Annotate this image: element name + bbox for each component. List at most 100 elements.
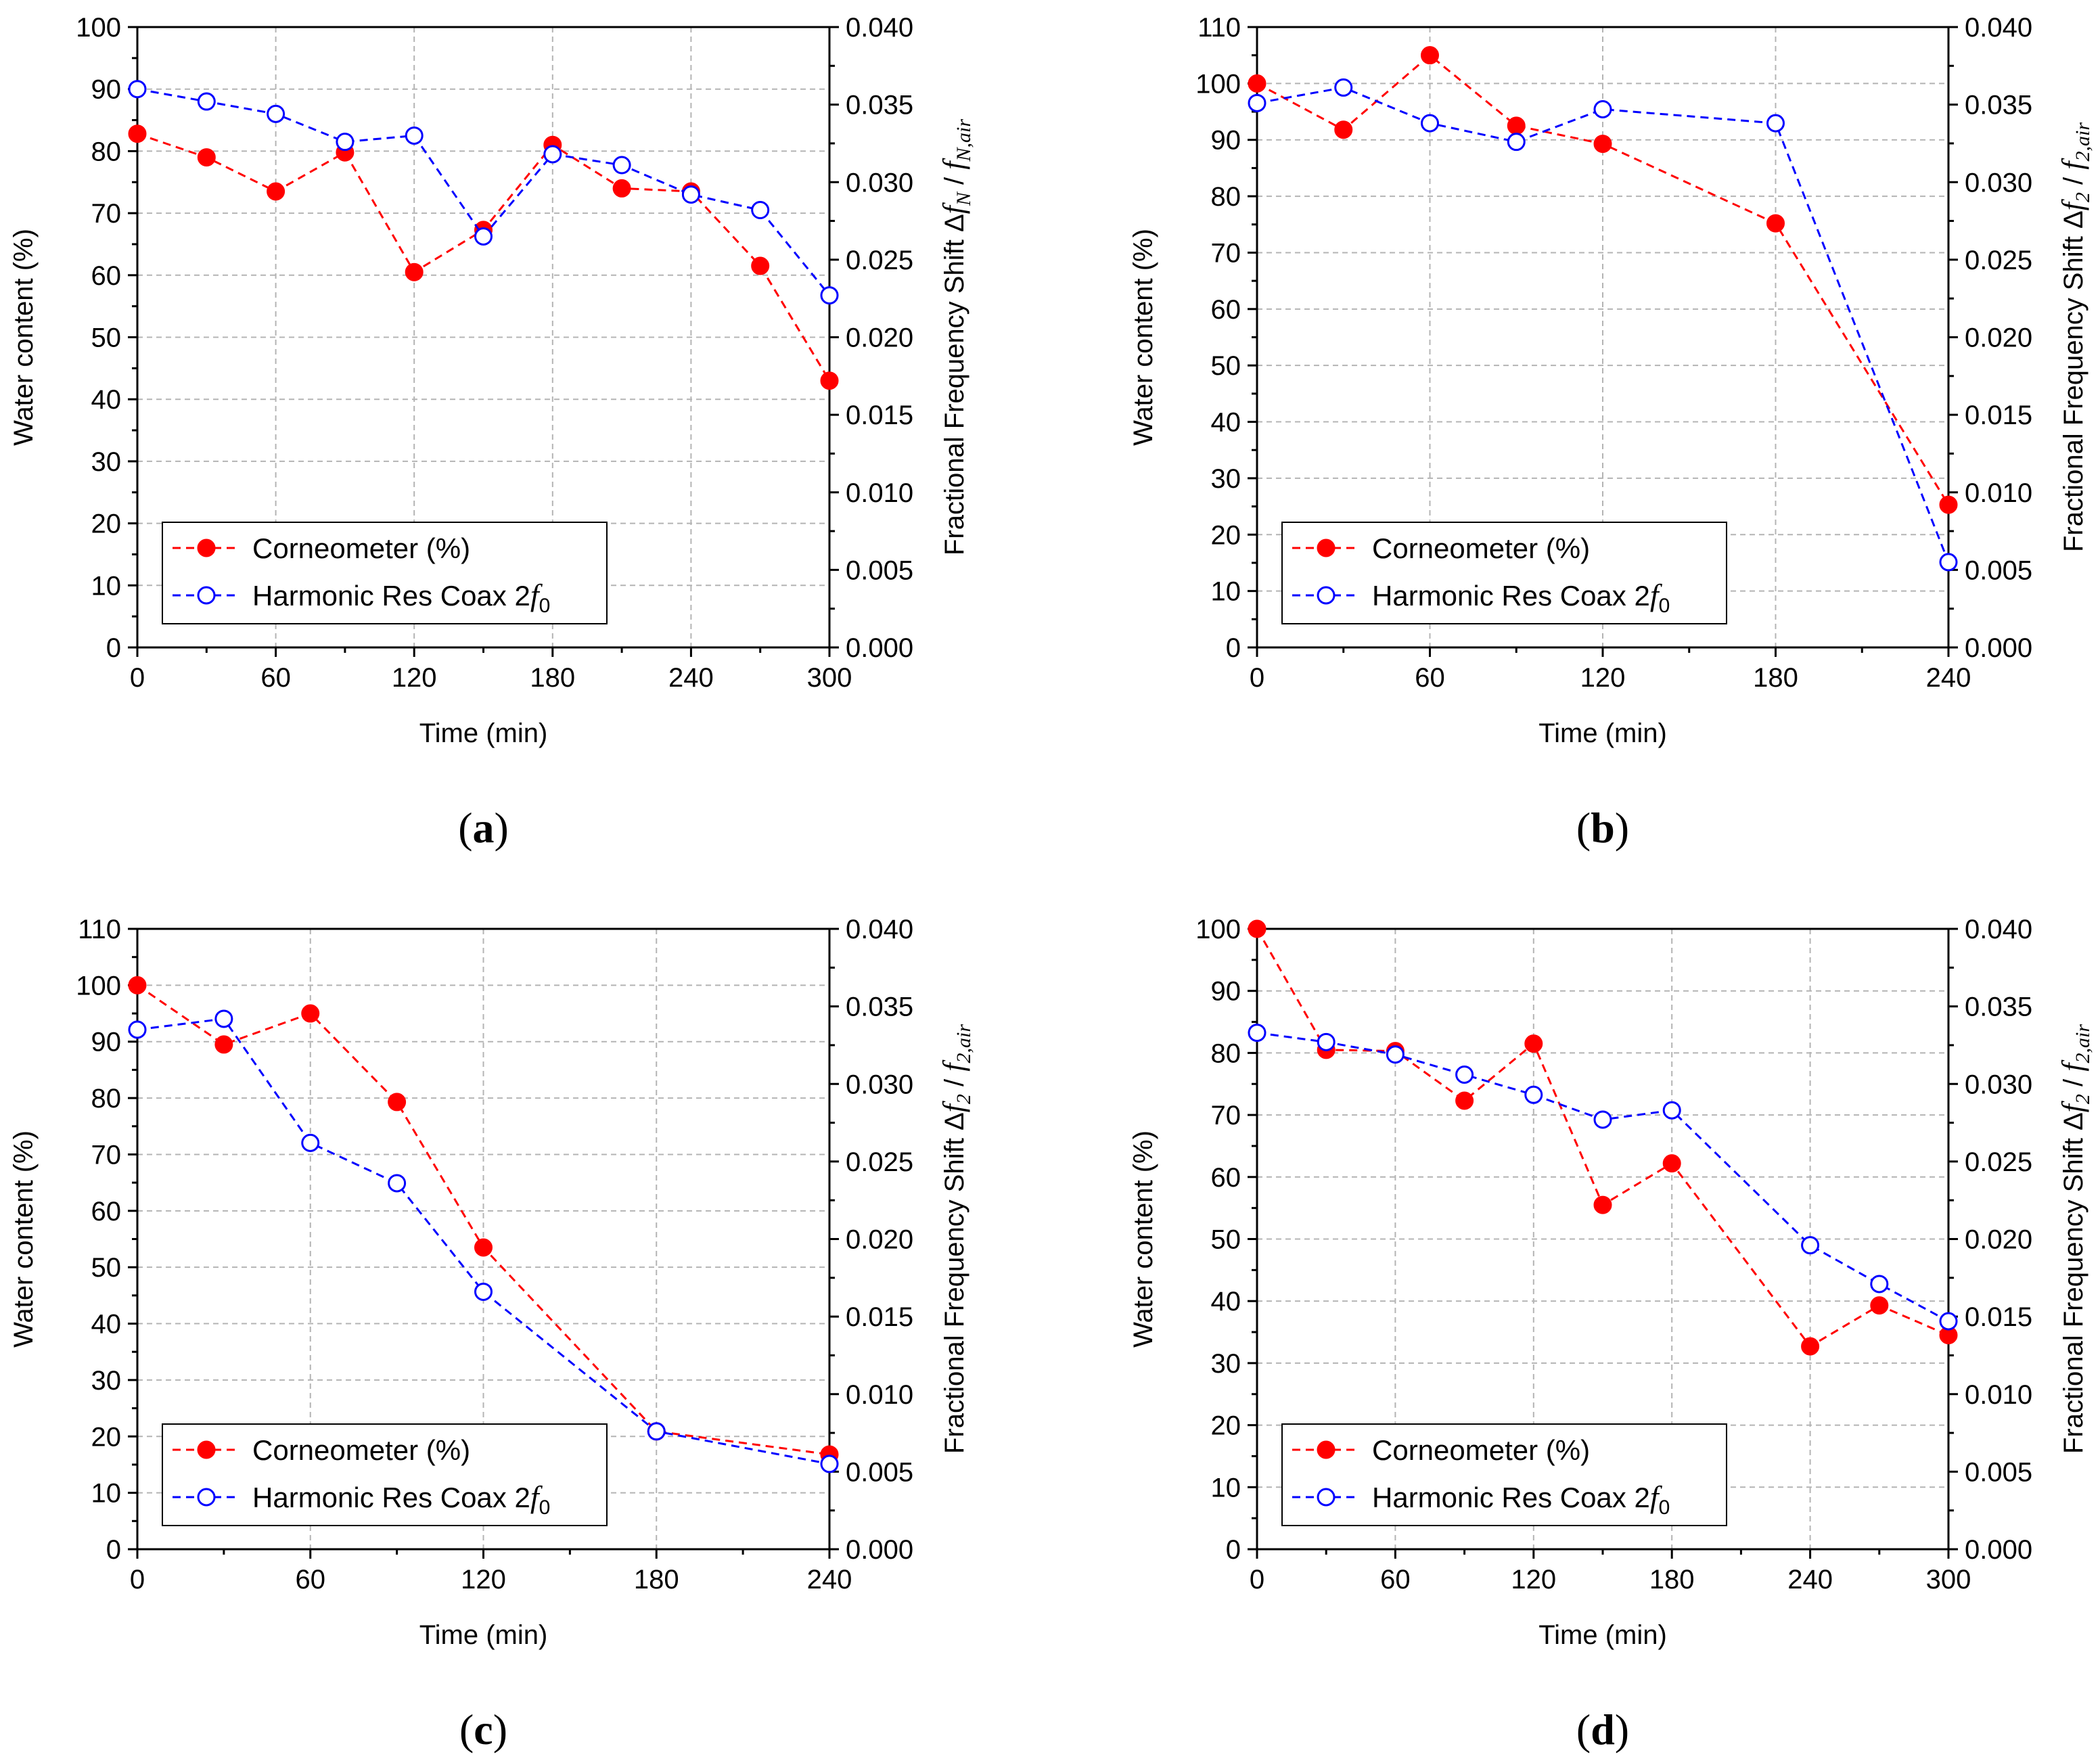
chart-a-x-tick-label: 120 (392, 663, 437, 693)
chart-c-panel-label: (c) (459, 1705, 507, 1754)
chart-d-corneometer-point (1801, 1337, 1820, 1356)
chart-d-harmonic-point (1317, 1032, 1336, 1051)
chart-b-y-tick-label: 0 (1226, 633, 1241, 663)
chart-b-harmonic-point (1248, 93, 1266, 112)
chart-c-panel: 0 60 120 180 240 0 10 20 30 40 50 60 70 80 90 100 110 0.0… (9, 915, 975, 1754)
chart-d-y-tick-label: 20 (1211, 1411, 1241, 1441)
chart-a-y-tick-label: 0 (106, 633, 121, 663)
chart-a-y-axis-title: Water content (%) (9, 229, 39, 446)
chart-d-y-tick-label: 0 (1226, 1535, 1241, 1565)
chart-d-y2-tick-label: 0.000 (1965, 1535, 2032, 1565)
chart-d-y2-tick-label: 0.030 (1965, 1070, 2032, 1099)
chart-d-x-tick-label: 0 (1250, 1565, 1264, 1595)
chart-d-harmonic-point (1593, 1110, 1612, 1129)
chart-b-legend-corneometer-marker (1317, 539, 1336, 557)
chart-c-harmonic-point (301, 1133, 320, 1152)
chart-a-harmonic-point (543, 145, 562, 164)
chart-d-corneometer-point (1662, 1154, 1681, 1173)
chart-d-x-tick-label: 180 (1649, 1565, 1695, 1595)
chart-d-y2-tick-label: 0.010 (1965, 1380, 2032, 1410)
chart-b-harmonic-point (1766, 114, 1785, 133)
chart-d-y2-tick-label: 0.025 (1965, 1147, 2032, 1177)
chart-c-y-tick-label: 60 (91, 1197, 122, 1227)
chart-b-y-tick-label: 50 (1211, 351, 1241, 381)
chart-d-y-tick-label: 60 (1211, 1163, 1241, 1193)
chart-b-y-tick-label: 110 (1197, 13, 1241, 43)
chart-d-x-tick-label: 300 (1926, 1565, 1971, 1595)
chart-c-y-tick-label: 0 (106, 1535, 121, 1565)
chart-a-corneometer-point (820, 371, 839, 390)
chart-a-x-tick-label: 60 (260, 663, 291, 693)
chart-a-corneometer-point (128, 124, 147, 143)
chart-d-harmonic-point (1870, 1275, 1889, 1293)
chart-c-x-tick-label: 180 (634, 1565, 679, 1595)
chart-a-y2-tick-label: 0.005 (846, 555, 913, 585)
chart-a-y2-tick-label: 0.010 (846, 478, 913, 508)
chart-d-x-axis-title: Time (min) (1538, 1620, 1667, 1650)
chart-b-legend: Corneometer (%) Harmonic Res Coax 2f0 (1281, 522, 1727, 624)
chart-a-y2-tick-label: 0.040 (846, 13, 913, 43)
chart-b-y2-tick-label: 0.020 (1965, 323, 2032, 353)
chart-c-y2-tick-label: 0.025 (846, 1147, 913, 1177)
chart-a-corneometer-line (137, 133, 831, 382)
chart-d-y2-tick-label: 0.005 (1965, 1457, 2032, 1487)
chart-a-x-tick-label: 300 (807, 663, 852, 693)
chart-a-y2-tick-label: 0.000 (846, 633, 913, 663)
chart-b-corneometer-point (1939, 495, 1958, 514)
chart-d-y-tick-label: 100 (1195, 915, 1241, 944)
chart-c-y-tick-label: 100 (76, 971, 121, 1001)
chart-a-y-tick-label: 70 (91, 199, 122, 229)
chart-b-y-tick-label: 80 (1211, 182, 1241, 212)
chart-d-harmonic-point (1455, 1065, 1474, 1084)
chart-c-x-axis-title: Time (min) (419, 1620, 548, 1650)
chart-c-harmonic-point (388, 1174, 407, 1193)
chart-a-y-tick-label: 60 (91, 261, 122, 291)
chart-d-harmonic-point (1248, 1024, 1266, 1043)
chart-d-y-tick-label: 70 (1211, 1101, 1241, 1130)
chart-b-y-tick-label: 90 (1211, 126, 1241, 156)
chart-c-x-tick-label: 60 (296, 1565, 326, 1595)
chart-a-y2-tick-label: 0.020 (846, 323, 913, 353)
chart-d-y-tick-label: 40 (1211, 1287, 1241, 1316)
chart-a-y-tick-label: 50 (91, 323, 122, 353)
chart-d-y-tick-label: 30 (1211, 1349, 1241, 1379)
chart-a-legend: Corneometer (%) Harmonic Res Coax 2f0 (162, 522, 608, 624)
chart-a-corneometer-point (751, 256, 770, 275)
chart-a-corneometer-point (197, 148, 216, 167)
chart-a-panel: 0 60 120 180 240 300 0 10 20 30 40 50 60 70 80 90 100 0.0… (9, 13, 975, 852)
chart-b-y2-axis-title: Fractional Frequency Shift Δf2 / f2,air (2056, 122, 2094, 552)
chart-b-y-tick-label: 100 (1195, 69, 1241, 99)
chart-d-y-tick-label: 10 (1211, 1473, 1241, 1503)
chart-d-legend-harmonic-marker (1317, 1488, 1336, 1507)
chart-a-legend-harmonic-label: Harmonic Res Coax 2f0 (252, 578, 550, 617)
chart-b-y2-tick-label: 0.025 (1965, 246, 2032, 275)
chart-b-y-tick-label: 30 (1211, 464, 1241, 494)
chart-b-harmonic-point (1334, 78, 1353, 97)
chart-c-y-tick-label: 110 (78, 915, 121, 944)
chart-c-corneometer-point (301, 1004, 320, 1023)
chart-b-y2-tick-label: 0.005 (1965, 555, 2032, 585)
chart-d-y2-tick-label: 0.020 (1965, 1225, 2032, 1255)
chart-b-x-tick-label: 240 (1926, 663, 1971, 693)
chart-a-y2-tick-label: 0.035 (846, 91, 913, 120)
chart-c-y2-tick-label: 0.015 (846, 1302, 913, 1332)
chart-a-y-tick-label: 20 (91, 509, 122, 539)
chart-a-y-tick-label: 100 (76, 13, 121, 43)
chart-b-x-axis-title: Time (min) (1538, 718, 1667, 748)
chart-d-corneometer-point (1870, 1296, 1889, 1315)
chart-d-legend-corneometer-label: Corneometer (%) (1372, 1434, 1590, 1466)
chart-d-y-tick-label: 80 (1211, 1038, 1241, 1068)
chart-c-y-tick-label: 70 (91, 1140, 122, 1170)
chart-a-x-axis-title: Time (min) (419, 718, 548, 748)
chart-c-legend-corneometer-label: Corneometer (%) (252, 1434, 470, 1466)
chart-b-corneometer-point (1334, 120, 1353, 139)
chart-a-corneometer-point (612, 179, 631, 198)
chart-c-y-tick-label: 80 (91, 1084, 122, 1114)
chart-b-y2-tick-label: 0.035 (1965, 91, 2032, 120)
chart-c-y2-tick-label: 0.030 (846, 1070, 913, 1099)
chart-a-harmonic-point (820, 286, 839, 305)
chart-a-harmonic-line (137, 88, 831, 296)
chart-d-corneometer-point (1455, 1091, 1474, 1110)
chart-c-y-tick-label: 20 (91, 1422, 122, 1452)
chart-d-harmonic-point (1524, 1085, 1543, 1104)
